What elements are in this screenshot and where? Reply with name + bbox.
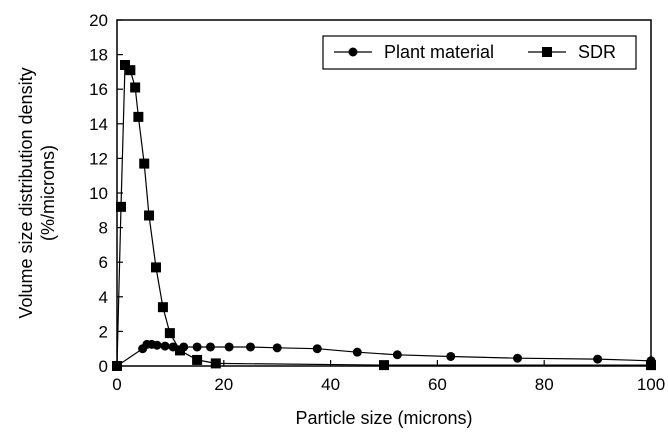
point-sdr xyxy=(646,360,656,371)
point-sdr xyxy=(130,82,141,93)
point-sdr xyxy=(139,158,150,169)
point-sdr xyxy=(379,360,389,371)
x-tick-label: 0 xyxy=(112,375,121,394)
x-axis-label: Particle size (microns) xyxy=(295,408,472,428)
series-layer xyxy=(112,59,656,371)
x-tick-label: 80 xyxy=(535,375,554,394)
y-tick-label: 8 xyxy=(99,219,108,238)
point-sdr xyxy=(164,328,175,339)
point-sdr xyxy=(157,302,168,313)
y-axis-label-line-2: (%/microns) xyxy=(38,145,58,241)
point-sdr xyxy=(112,361,122,371)
y-tick-label: 6 xyxy=(99,253,108,272)
y-axis-ticks: 0 2 4 6 8 10 12 14 16 18 20 xyxy=(89,11,123,376)
y-axis-label: Volume size distribution density (%/micr… xyxy=(16,67,58,318)
point-sdr xyxy=(116,201,127,212)
point-plant-material xyxy=(224,342,234,352)
y-tick-label: 4 xyxy=(99,288,108,307)
point-plant-material xyxy=(513,353,522,363)
y-tick-label: 20 xyxy=(89,11,108,30)
y-tick-label: 0 xyxy=(99,357,108,376)
point-plant-material xyxy=(392,350,402,360)
series-line-sdr xyxy=(116,63,651,367)
point-plant-material xyxy=(446,351,456,361)
y-tick-label: 18 xyxy=(89,46,108,65)
legend-marker-square xyxy=(542,47,552,57)
x-tick-label: 40 xyxy=(321,375,340,394)
point-plant-material xyxy=(312,344,322,354)
y-tick-label: 10 xyxy=(89,184,108,203)
y-tick-label: 16 xyxy=(89,80,108,99)
point-sdr xyxy=(120,59,131,70)
legend-box xyxy=(322,35,637,70)
point-sdr xyxy=(210,358,221,369)
point-plant-material xyxy=(192,342,202,352)
x-tick-label: 60 xyxy=(428,375,447,394)
legend-marker-circle xyxy=(348,47,358,57)
legend-label-plant-material: Plant material xyxy=(384,42,494,62)
y-tick-label: 14 xyxy=(89,115,108,134)
plot-frame xyxy=(116,19,652,367)
point-sdr xyxy=(150,262,161,273)
point-plant-material xyxy=(593,354,603,364)
point-plant-material xyxy=(246,342,255,352)
point-plant-material xyxy=(152,340,162,350)
point-plant-material xyxy=(160,341,170,351)
point-plant-material xyxy=(352,347,362,357)
x-tick-label: 20 xyxy=(214,375,233,394)
legend-label-sdr: SDR xyxy=(578,42,616,62)
x-tick-label: 100 xyxy=(637,375,665,394)
y-tick-label: 2 xyxy=(99,322,108,341)
point-sdr xyxy=(144,210,155,221)
point-plant-material xyxy=(272,343,282,353)
y-tick-label: 12 xyxy=(89,149,108,168)
legend: Plant material SDR xyxy=(322,35,637,70)
point-sdr xyxy=(175,345,186,356)
point-sdr xyxy=(192,354,203,365)
y-axis-label-line-1: Volume size distribution density xyxy=(16,67,36,318)
point-sdr xyxy=(125,65,136,76)
point-plant-material xyxy=(205,342,215,352)
point-sdr xyxy=(133,111,144,122)
